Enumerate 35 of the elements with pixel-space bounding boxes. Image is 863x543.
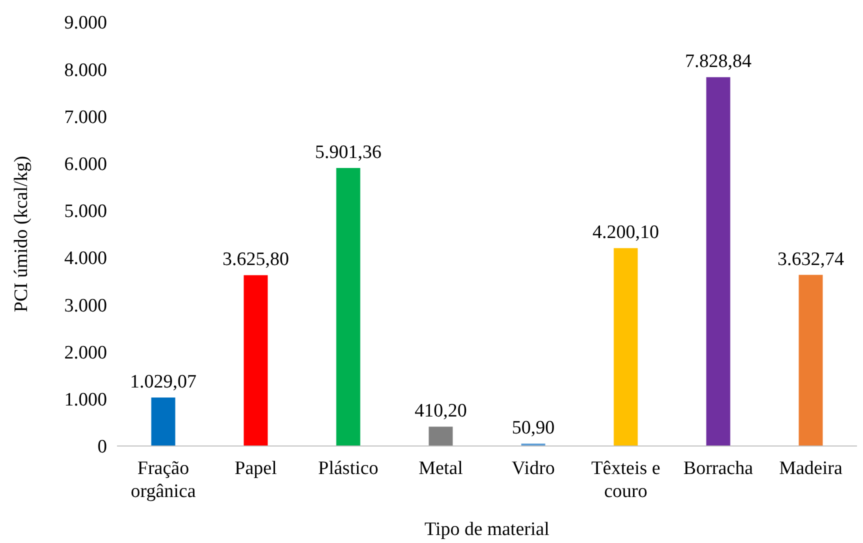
data-label: 50,90	[512, 418, 555, 439]
y-tick-label: 8.000	[64, 60, 107, 81]
data-label: 3.632,74	[778, 248, 844, 270]
bar	[798, 274, 823, 446]
y-tick-label: 5.000	[64, 201, 107, 222]
x-tick-label: Fração orgânica	[130, 458, 196, 502]
x-tick-label: Borracha	[683, 458, 754, 479]
data-label: 5.901,36	[315, 142, 382, 163]
x-tick-label: Plástico	[318, 458, 378, 479]
y-tick-label: 9.000	[64, 12, 107, 34]
y-axis-title: PCI úmido (kcal/kg)	[11, 156, 32, 312]
bar	[244, 275, 268, 446]
y-tick-label: 2.000	[64, 342, 107, 364]
data-label: 1.029,07	[130, 372, 196, 393]
y-tick-label: 1.000	[64, 390, 107, 411]
bar	[151, 398, 176, 446]
data-label: 3.625,80	[222, 249, 289, 270]
data-label: 410,20	[414, 400, 467, 422]
bar	[428, 426, 453, 446]
y-tick-label: 4.000	[64, 248, 107, 270]
x-tick-label: Vidro	[512, 458, 555, 479]
x-tick-label: Têxteis e couro	[591, 458, 660, 502]
y-tick-label: 7.000	[64, 106, 107, 128]
y-tick-label: 3.000	[64, 295, 107, 316]
x-axis-title: Tipo de material	[424, 519, 550, 540]
x-tick-label: Madeira	[779, 458, 843, 479]
y-tick-label: 0	[98, 436, 107, 458]
bar	[614, 248, 638, 446]
data-label: 4.200,10	[592, 222, 659, 244]
x-tick-label: Metal	[418, 458, 463, 479]
y-tick-label: 6.000	[64, 154, 107, 175]
bar	[336, 168, 360, 446]
data-label: 7.828,84	[685, 51, 752, 72]
x-tick-label: Papel	[234, 458, 277, 479]
bar	[706, 77, 730, 446]
